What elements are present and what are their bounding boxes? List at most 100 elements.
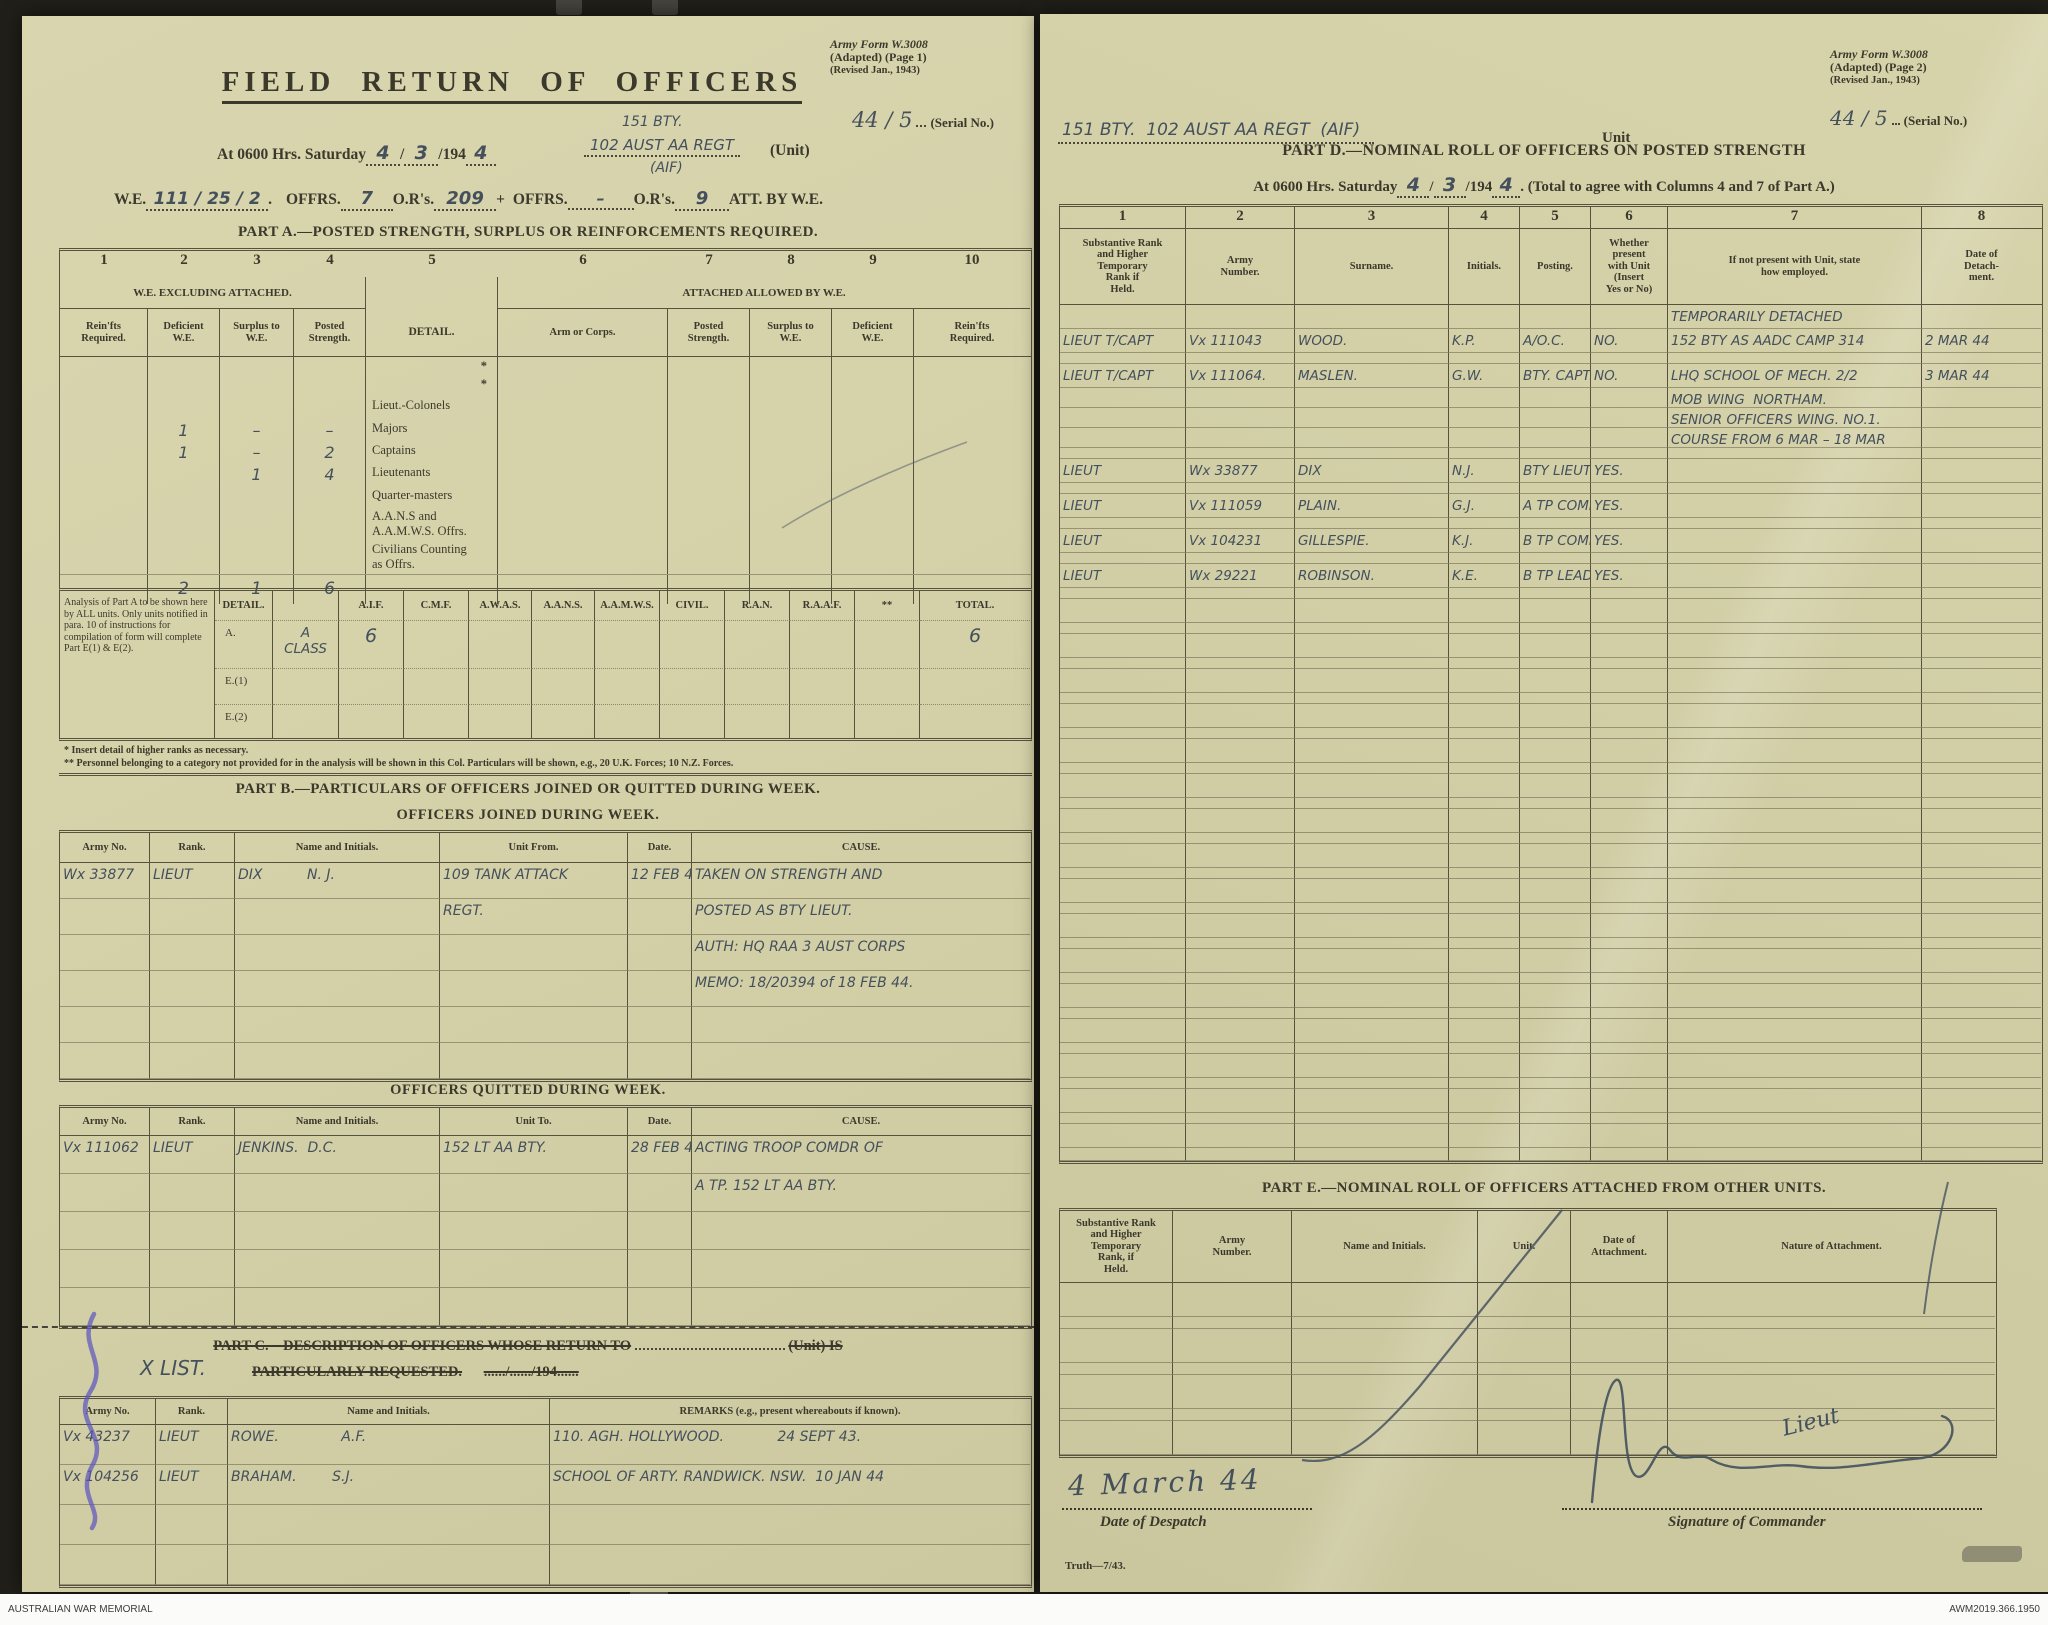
empty-cell (1060, 1363, 1173, 1375)
empty-cell (1060, 1078, 1186, 1089)
empty-cell (1591, 914, 1668, 938)
empty-cell (1060, 1113, 1186, 1124)
footnotes: * Insert detail of higher ranks as neces… (64, 745, 1024, 770)
empty-cell (1591, 553, 1668, 564)
empty-cell (1520, 1148, 1591, 1161)
empty-cell (1922, 623, 2041, 634)
empty-cell (1520, 1054, 1591, 1078)
empty-cell (1060, 1329, 1173, 1363)
empty-cell (1520, 518, 1591, 529)
part-d-entry: BTY. CAPT. (1520, 364, 1591, 388)
empty-cell (1173, 1283, 1292, 1317)
empty-cell (914, 357, 1030, 375)
empty-cell (1186, 553, 1295, 564)
empty-cell (1449, 1124, 1520, 1148)
part-d-entry: A/O.C. (1520, 329, 1591, 353)
empty-cell (1922, 599, 2041, 623)
empty-cell (1060, 1043, 1186, 1054)
analysis-header: TOTAL. (920, 591, 1030, 621)
part-d-header: Initials. (1449, 229, 1520, 304)
column-header: DETAIL. (366, 309, 498, 356)
table-row (1060, 844, 2042, 868)
quitted-entry: LIEUT (150, 1136, 235, 1174)
empty-cell (1922, 1054, 2041, 1078)
empty-cell (1668, 448, 1922, 459)
empty-cell (628, 935, 692, 971)
empty-cell (1060, 1089, 1186, 1113)
empty-cell (1186, 763, 1295, 774)
table-row: MEMO: 18/20394 of 18 FEB 44. (60, 971, 1031, 1007)
empty-cell (1449, 669, 1520, 693)
part-a-value (148, 483, 220, 507)
analysis-cell (660, 669, 725, 705)
empty-cell (1449, 1008, 1520, 1019)
empty-cell (1449, 634, 1520, 658)
empty-cell (1060, 984, 1186, 1008)
empty-cell (1186, 879, 1295, 903)
part-a-value (148, 393, 220, 417)
empty-cell (1295, 739, 1449, 763)
part-a-value (294, 483, 366, 507)
ors-label: O.R's. (392, 191, 435, 208)
empty-cell (235, 899, 440, 935)
empty-cell (1520, 879, 1591, 903)
table-row (1060, 1054, 2042, 1078)
part-a-value (148, 507, 220, 540)
empty-cell (150, 935, 235, 971)
empty-cell (1520, 623, 1591, 634)
table-row (1060, 763, 2042, 774)
empty-cell (1449, 588, 1520, 599)
part-d-entry: DIX (1295, 459, 1449, 483)
empty-cell (60, 971, 150, 1007)
empty-cell (1060, 658, 1186, 669)
print-note: Truth—7/43. (1065, 1560, 1126, 1572)
empty-cell (1922, 408, 2041, 428)
empty-cell (1922, 529, 2041, 553)
empty-cell (1668, 763, 1922, 774)
empty-cell (150, 1043, 235, 1079)
quitted-header: Unit To. (440, 1108, 628, 1135)
empty-cell (150, 1288, 235, 1326)
empty-cell (498, 393, 668, 417)
empty-cell (692, 1288, 1030, 1326)
empty-cell (1668, 914, 1922, 938)
date-year-prefix: /194 (438, 146, 466, 163)
empty-cell (1591, 588, 1668, 599)
empty-cell (1060, 914, 1186, 938)
serial-block-page2: 44 / 5 (Serial No.) (1830, 106, 1967, 130)
we-value-handwritten: 111 / 25 / 2 (146, 189, 269, 211)
unit-label-page2: Unit (1602, 130, 1631, 146)
part-a-heading: PART A.—POSTED STRENGTH, SURPLUS OR REIN… (237, 224, 819, 240)
higher-rank-asterisk: * (366, 357, 498, 375)
part-e-heading: PART E.—NOMINAL ROLL OF OFFICERS ATTACHE… (1262, 1180, 1826, 1196)
part-d-entry: YES. (1591, 529, 1668, 553)
table-row (60, 1250, 1031, 1288)
empty-cell (1060, 599, 1186, 623)
table-row: SENIOR OFFICERS WING. NO.1. (1060, 408, 2042, 428)
table-row: Army No. Rank. Name and Initials. Unit To. D… (60, 1108, 1031, 1136)
empty-cell (1295, 588, 1449, 599)
empty-cell (1591, 1043, 1668, 1054)
empty-cell (1186, 704, 1295, 728)
table-row: Substantive Rank and Higher Temporary Ra… (1060, 1211, 1996, 1283)
column-header: Rein'fts Required. (949, 321, 995, 344)
part-c-header: Rank. (156, 1399, 228, 1424)
empty-cell (1060, 1421, 1173, 1455)
empty-cell (1295, 728, 1449, 739)
empty-cell (1668, 553, 1922, 564)
part-c-heading-text: PART C.—DESCRIPTION OF OFFICERS WHOSE RE… (213, 1338, 632, 1354)
empty-cell (1449, 763, 1520, 774)
part-d-date-label: At 0600 Hrs. Saturday (1253, 179, 1398, 195)
analysis-header: R.A.N. (725, 591, 790, 621)
empty-cell (1449, 774, 1520, 798)
empty-cell (628, 899, 692, 935)
empty-cell (440, 1250, 628, 1288)
table-row (1060, 1089, 2042, 1113)
part-d-entry: N.J. (1449, 459, 1520, 483)
serial-block: 44 / 5 (Serial No.) (852, 108, 994, 132)
empty-cell (668, 575, 750, 604)
table-row (1060, 739, 2042, 763)
empty-cell (1668, 1148, 1922, 1161)
empty-cell (750, 461, 832, 483)
empty-cell (1520, 388, 1591, 408)
